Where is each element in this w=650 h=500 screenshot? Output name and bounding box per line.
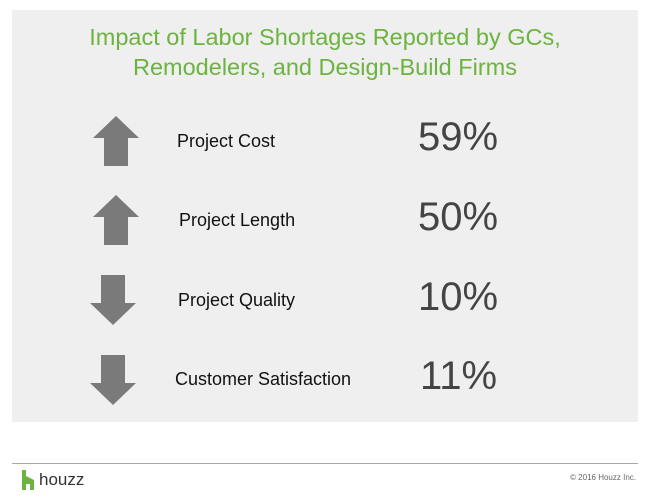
slide-panel: Impact of Labor Shortages Reported by GC… — [12, 10, 638, 422]
item-label-project-quality: Project Quality — [178, 289, 295, 311]
copyright-notice: © 2016 Houzz Inc. — [570, 473, 636, 482]
item-value-project-cost: 59% — [418, 115, 498, 159]
houzz-logo-icon — [22, 470, 34, 490]
item-value-project-length: 50% — [418, 195, 498, 239]
item-label-project-length: Project Length — [179, 209, 295, 231]
arrow-down-icon — [90, 275, 136, 325]
item-value-project-quality: 10% — [418, 275, 498, 319]
footer-divider — [12, 463, 638, 464]
arrow-up-icon — [93, 116, 139, 166]
arrow-down-icon — [90, 355, 136, 405]
item-value-customer-satisfaction: 11% — [420, 354, 497, 398]
title-line-2: Remodelers, and Design-Build Firms — [12, 52, 638, 82]
arrow-up-icon — [93, 195, 139, 245]
slide-title: Impact of Labor Shortages Reported by GC… — [12, 22, 638, 82]
item-label-customer-satisfaction: Customer Satisfaction — [175, 368, 351, 390]
houzz-logo: houzz — [22, 470, 84, 490]
title-line-1: Impact of Labor Shortages Reported by GC… — [12, 22, 638, 52]
item-label-project-cost: Project Cost — [177, 130, 275, 152]
logo-text: houzz — [39, 470, 84, 490]
